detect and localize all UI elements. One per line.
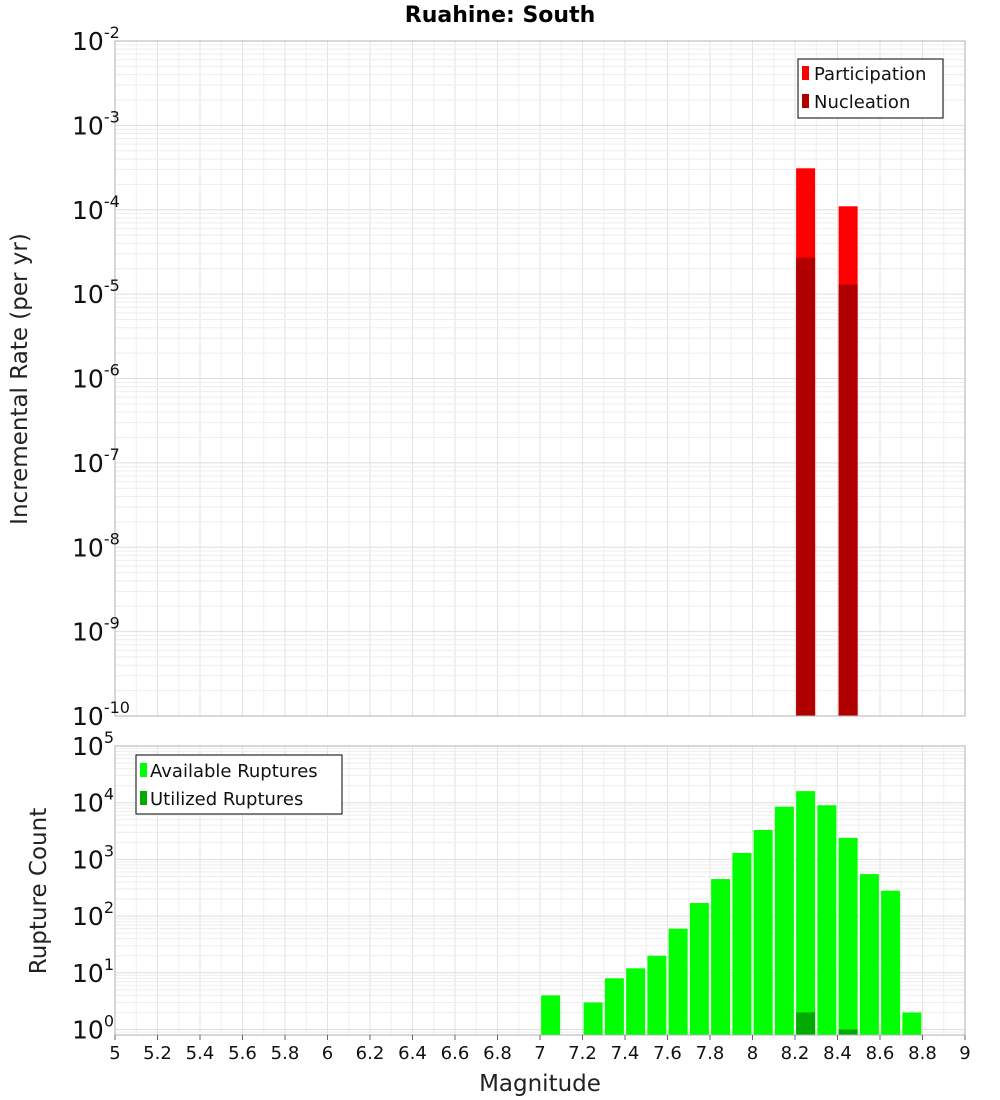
rate-panel-bars: [796, 168, 858, 716]
x-tick-label: 5.4: [186, 1043, 215, 1064]
count-panel-grid: [114, 745, 966, 1036]
rate-y-axis-label: Incremental Rate (per yr): [7, 233, 33, 525]
x-tick-label: 7.8: [696, 1043, 725, 1064]
count-legend: Available Ruptures Utilized Ruptures: [135, 754, 343, 815]
available-ruptures-bar: [647, 955, 667, 1035]
legend-label-utilized: Utilized Ruptures: [150, 789, 303, 810]
available-ruptures-bar: [838, 837, 858, 1035]
available-ruptures-bar: [817, 805, 837, 1035]
x-tick-label: 8.8: [908, 1043, 937, 1064]
x-tick-label: 8.4: [823, 1043, 852, 1064]
x-tick-label: 7: [534, 1043, 545, 1064]
y-tick-label: 10-2: [72, 23, 120, 56]
available-ruptures-bar: [583, 1002, 603, 1035]
available-ruptures-bar: [668, 928, 688, 1035]
y-tick-label: 10-3: [72, 107, 120, 140]
available-ruptures-bar: [774, 806, 794, 1035]
y-tick-label: 101: [72, 955, 114, 988]
x-tick-label: 6: [322, 1043, 333, 1064]
count-y-axis-label: Rupture Count: [26, 808, 52, 974]
x-tick-label: 8.6: [866, 1043, 895, 1064]
chart-title: Ruahine: South: [405, 3, 596, 28]
available-ruptures-bar: [859, 874, 879, 1035]
x-tick-label: 5.6: [228, 1043, 257, 1064]
legend-label-participation: Participation: [814, 64, 926, 85]
y-tick-label: 10-5: [72, 276, 120, 309]
y-tick-label: 10-4: [72, 192, 120, 225]
x-tick-label: 7.6: [653, 1043, 682, 1064]
y-tick-label: 102: [72, 898, 114, 931]
y-tick-label: 10-7: [72, 445, 120, 478]
available-ruptures-bar: [796, 791, 816, 1035]
x-tick-label: 7.2: [568, 1043, 597, 1064]
available-ruptures-bar: [902, 1012, 922, 1035]
available-ruptures-bar: [753, 830, 773, 1035]
x-axis-label: Magnitude: [479, 1071, 601, 1097]
available-ruptures-bar: [689, 903, 709, 1035]
x-tick-label: 6.2: [356, 1043, 385, 1064]
legend-label-available: Available Ruptures: [150, 761, 318, 782]
x-tick-label: 6.8: [483, 1043, 512, 1064]
y-tick-label: 103: [72, 841, 114, 874]
count-legend-box: [135, 754, 343, 815]
y-tick-label: 10-6: [72, 361, 120, 394]
y-tick-label: 10-8: [72, 529, 120, 562]
utilized-ruptures-bar: [838, 1029, 858, 1035]
y-tick-label: 104: [72, 785, 114, 818]
rate-y-ticks: 10-10 10-9 10-8 10-7 10-6 10-5 10-4 10-3 10-2: [72, 23, 130, 731]
rate-panel-grid: [114, 40, 966, 717]
rate-panel-frame: [114, 40, 966, 717]
available-ruptures-bar: [541, 995, 561, 1035]
legend-swatch-participation: [802, 66, 809, 80]
legend-swatch-utilized: [140, 791, 147, 805]
nucleation-bar: [838, 284, 858, 716]
x-tick-label: 6.6: [441, 1043, 470, 1064]
available-ruptures-bar: [604, 978, 624, 1035]
legend-swatch-nucleation: [802, 94, 809, 108]
x-tick-label: 8: [747, 1043, 758, 1064]
rate-legend: Participation Nucleation: [797, 58, 944, 119]
nucleation-bar: [796, 257, 816, 716]
x-tick-label: 9: [959, 1043, 970, 1064]
utilized-ruptures-bar: [796, 1012, 816, 1035]
count-y-ticks: 100 101 102 103 104 105: [72, 728, 114, 1045]
x-tick-label: 7.4: [611, 1043, 640, 1064]
y-tick-label: 10-9: [72, 614, 120, 647]
magnitude-x-ticks: 5 5.2 5.4 5.6 5.8 6 6.2 6.4 6.6 6.8 7 7.2 7.4 7.6 7.8 8…: [109, 1035, 971, 1064]
legend-label-nucleation: Nucleation: [814, 92, 910, 113]
y-tick-label: 100: [72, 1012, 114, 1045]
x-tick-label: 5: [109, 1043, 120, 1064]
rate-legend-box: [797, 58, 944, 119]
y-tick-label: 105: [72, 728, 114, 761]
x-tick-label: 5.2: [143, 1043, 172, 1064]
available-ruptures-bar: [626, 968, 646, 1035]
count-panel-bars: [541, 791, 922, 1035]
available-ruptures-bar: [732, 852, 752, 1035]
available-ruptures-bar: [711, 879, 731, 1035]
x-tick-label: 8.2: [781, 1043, 810, 1064]
available-ruptures-bar: [881, 890, 901, 1035]
x-tick-label: 5.8: [271, 1043, 300, 1064]
legend-swatch-available: [140, 763, 147, 777]
x-tick-label: 6.4: [398, 1043, 427, 1064]
y-tick-label: 10-10: [72, 698, 130, 731]
